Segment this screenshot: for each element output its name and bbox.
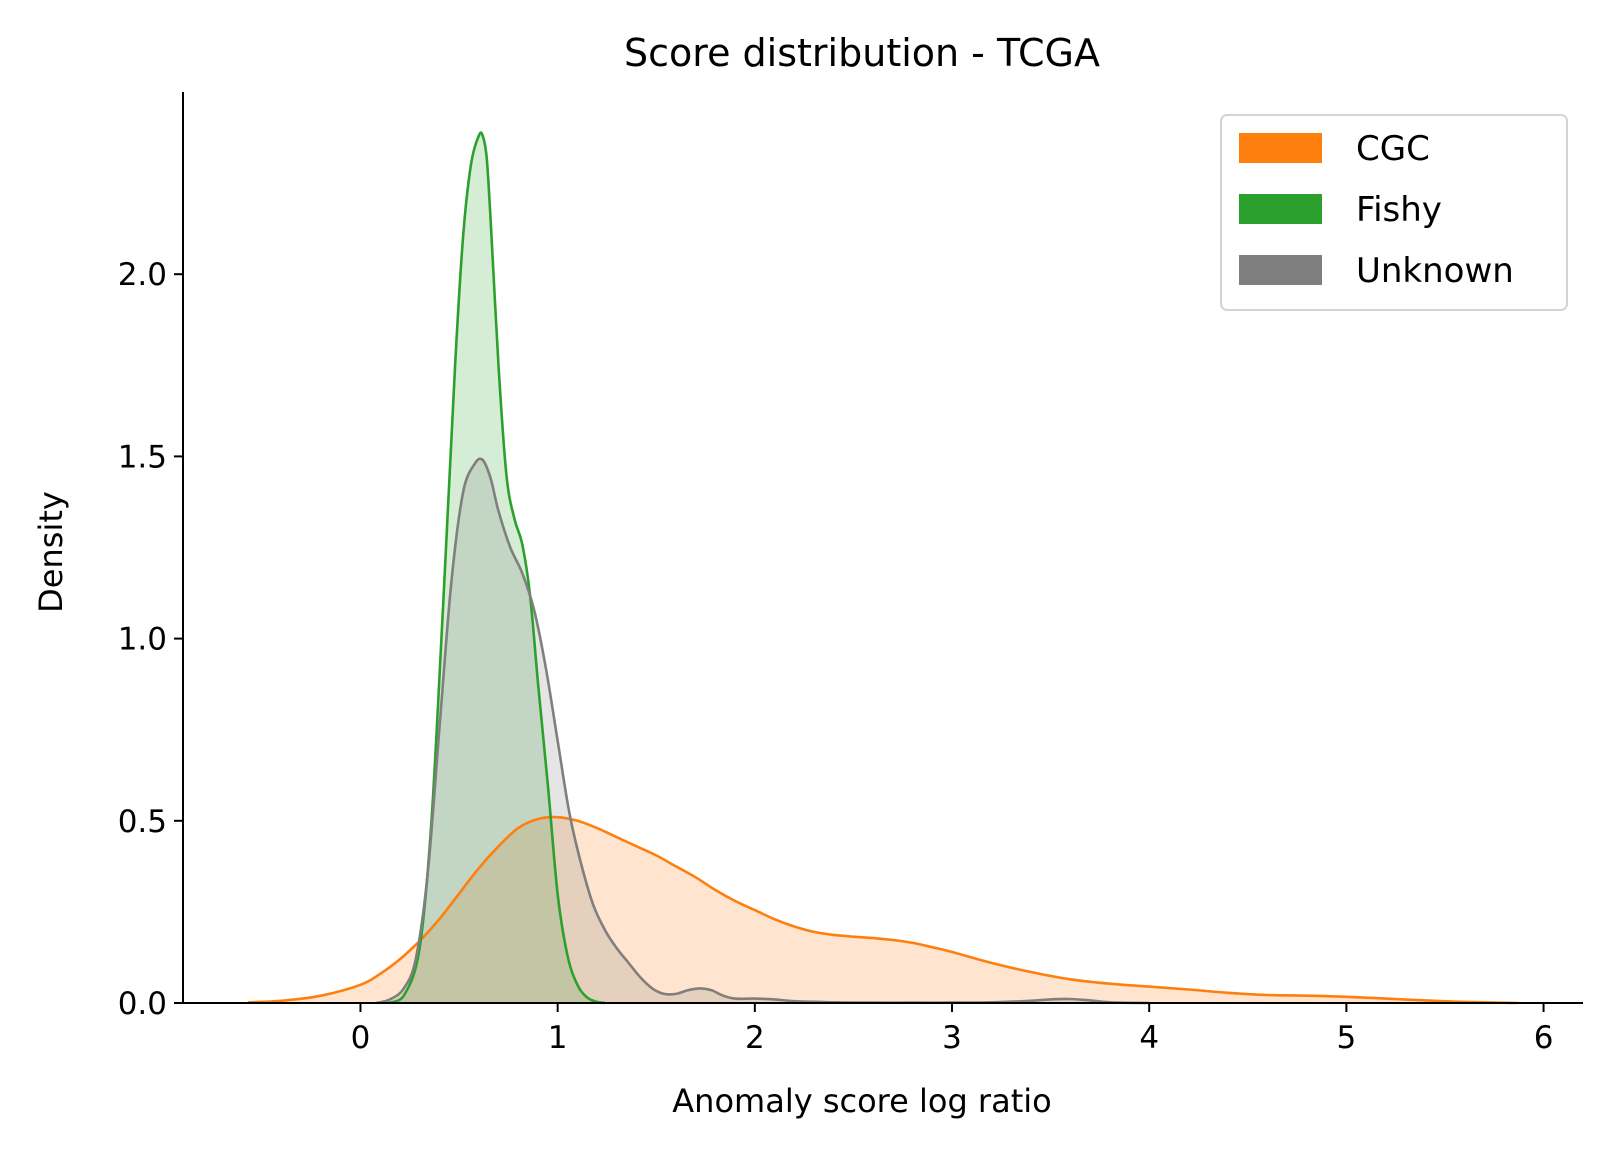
y-axis-title: Density [32, 491, 70, 613]
density-line-fishy [387, 131, 606, 1005]
density-line-cgc [248, 815, 1518, 1005]
x-tick-label-1: 1 [548, 1020, 568, 1056]
legend: CGC Fishy Unknown [1220, 114, 1568, 311]
density-area-fishy [388, 132, 605, 1004]
y-tick-label-3: 1.5 [118, 439, 167, 475]
x-tick-label-3: 3 [942, 1020, 962, 1056]
legend-label-cgc: CGC [1356, 129, 1430, 169]
axes: 0 1 2 3 4 5 6 0.0 0.5 1.0 1.5 2.0 [118, 92, 1583, 1056]
x-tick-label-2: 2 [745, 1020, 765, 1056]
y-tick-label-4: 2.0 [118, 257, 167, 293]
x-tick-label-4: 4 [1139, 1020, 1159, 1056]
density-fills [248, 132, 1518, 1004]
density-area-cgc [248, 817, 1518, 1003]
legend-swatch-unknown [1239, 255, 1322, 285]
y-tick-label-2: 1.0 [118, 622, 167, 658]
x-tick-label-0: 0 [351, 1020, 371, 1056]
x-axis-title: Anomaly score log ratio [672, 1082, 1051, 1120]
legend-swatch-cgc [1239, 133, 1322, 163]
legend-label-unknown: Unknown [1356, 251, 1514, 291]
legend-label-fishy: Fishy [1356, 190, 1442, 230]
y-tick-label-0: 0.0 [118, 986, 167, 1022]
chart-title: Score distribution - TCGA [624, 31, 1100, 75]
x-tick-label-6: 6 [1534, 1020, 1554, 1056]
y-tick-label-1: 0.5 [118, 804, 167, 840]
x-tick-label-5: 5 [1337, 1020, 1357, 1056]
legend-swatch-fishy [1239, 194, 1322, 224]
density-area-unknown [376, 458, 1150, 1003]
